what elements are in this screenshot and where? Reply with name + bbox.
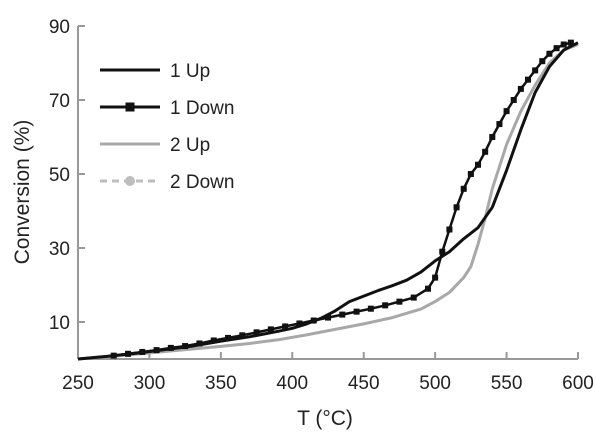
data-point [439, 248, 446, 255]
y-tick-label: 50 [49, 165, 70, 186]
legend-label: 2 Down [170, 172, 234, 193]
data-point [453, 204, 460, 211]
data-point [503, 108, 510, 115]
legend-marker [125, 102, 135, 112]
legend-entry: 2 Up [100, 135, 210, 156]
series-1-down [77, 39, 574, 361]
data-point [475, 161, 481, 168]
series-line [77, 41, 572, 361]
data-point [482, 148, 489, 155]
data-point [496, 121, 503, 128]
x-tick-label: 450 [348, 373, 380, 394]
data-point [446, 226, 453, 233]
y-tick-label: 30 [49, 239, 70, 260]
data-point [353, 308, 360, 315]
data-point [517, 85, 524, 92]
legend-entry: 1 Down [100, 98, 234, 119]
x-tick-label: 250 [62, 373, 94, 394]
legend-marker [125, 176, 135, 186]
series-line [77, 43, 579, 361]
x-tick-label: 500 [419, 373, 451, 394]
data-point [253, 329, 260, 336]
data-point [560, 41, 567, 48]
data-point [489, 134, 496, 140]
series-line [77, 41, 579, 361]
legend-label: 2 Up [170, 135, 210, 156]
y-axis-title: Conversion (%) [11, 120, 34, 265]
data-point [367, 305, 374, 312]
y-tick-label: 10 [49, 313, 70, 334]
data-point [510, 97, 517, 103]
data-point [296, 320, 303, 327]
y-ticks: 10 30 50 70 90 [49, 17, 85, 334]
data-point [567, 39, 574, 46]
data-point [532, 67, 539, 74]
data-point [267, 326, 274, 333]
series-1-up [77, 41, 579, 361]
legend-label: 1 Down [170, 98, 234, 119]
legend-label: 1 Up [170, 61, 210, 82]
legend: 1 Up 1 Down 2 Up 2 Down [100, 61, 234, 193]
data-point [546, 50, 553, 57]
x-tick-label: 350 [205, 373, 237, 394]
y-tick-label: 90 [49, 17, 70, 38]
legend-entry: 1 Up [100, 61, 210, 82]
data-point [325, 314, 331, 321]
axes [77, 26, 578, 360]
data-point [339, 311, 346, 318]
data-point [539, 58, 546, 65]
legend-entry: 2 Down [100, 172, 234, 193]
data-point [467, 171, 474, 177]
data-point [525, 76, 531, 83]
data-point [553, 45, 560, 52]
data-point [239, 332, 246, 339]
data-point [410, 294, 417, 301]
data-point [382, 302, 389, 309]
data-point [282, 323, 289, 330]
series-2-up [77, 43, 579, 361]
x-ticks: 250 300 350 400 450 500 550 600 [62, 352, 594, 394]
x-tick-label: 600 [562, 373, 594, 394]
data-point [396, 298, 403, 305]
x-tick-label: 400 [276, 373, 308, 394]
data-point [432, 274, 439, 281]
x-tick-label: 300 [134, 373, 166, 394]
data-point [425, 285, 431, 292]
series-line [77, 41, 572, 361]
x-axis-title: T (°C) [297, 407, 353, 430]
data-point [460, 185, 467, 192]
y-tick-label: 70 [49, 91, 70, 112]
series-layer [77, 39, 579, 361]
data-point [225, 334, 231, 341]
x-tick-label: 550 [491, 373, 523, 394]
series-2-down [77, 39, 575, 361]
data-point [210, 337, 217, 344]
